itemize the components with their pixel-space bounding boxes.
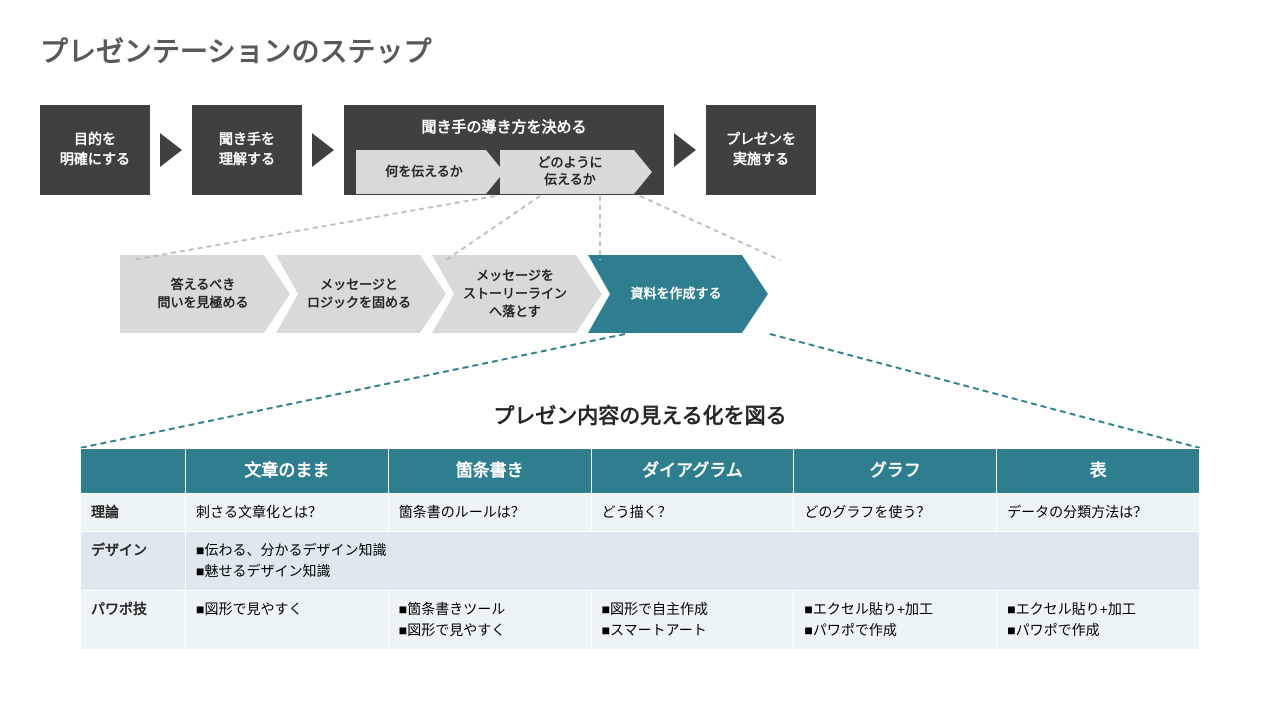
arrow-icon (674, 133, 696, 167)
cell: ■エクセル貼り+加工■パワポで作成 (794, 590, 997, 649)
mid-step-d: 資料を作成する (588, 255, 768, 333)
step-1: 目的を明確にする (40, 105, 150, 195)
cell: 箇条書のルールは？ (388, 493, 591, 531)
cell: ■箇条書きツール■図形で見やすく (388, 590, 591, 649)
col-h-3: ダイアグラム (591, 449, 794, 494)
table-row: パワポ技 ■図形で見やすく ■箇条書きツール■図形で見やすく ■図形で自主作成■… (81, 590, 1200, 649)
table-row: デザイン ■伝わる、分かるデザイン知識■魅せるデザイン知識 (81, 531, 1200, 590)
table-row: 理論 刺さる文章化とは？ 箇条書のルールは？ どう描く？ どのグラフを使う？ デ… (81, 493, 1200, 531)
step-4: プレゼンを実施する (706, 105, 816, 195)
col-h-1: 文章のまま (186, 449, 389, 494)
step-3b: どのように伝えるか (500, 150, 652, 194)
step-3: 聞き手の導き方を決める 何を伝えるか どのように伝えるか (344, 105, 664, 195)
col-h-5: 表 (997, 449, 1200, 494)
arrow-icon (312, 133, 334, 167)
col-h-2: 箇条書き (388, 449, 591, 494)
mid-flow: 答えるべき問いを見極める メッセージとロジックを固める メッセージをストーリーラ… (120, 255, 768, 333)
cell-merged: ■伝わる、分かるデザイン知識■魅せるデザイン知識 (186, 531, 1200, 590)
row-h-1: デザイン (81, 531, 186, 590)
mid-step-b: メッセージとロジックを固める (276, 255, 446, 333)
table-header-row: 文章のまま 箇条書き ダイアグラム グラフ 表 (81, 449, 1200, 494)
step-2: 聞き手を理解する (192, 105, 302, 195)
row-h-2: パワポ技 (81, 590, 186, 649)
arrow-icon (160, 133, 182, 167)
mid-step-c: メッセージをストーリーラインへ落とす (432, 255, 602, 333)
cell: 刺さる文章化とは？ (186, 493, 389, 531)
cell: データの分類方法は？ (997, 493, 1200, 531)
cell: ■図形で自主作成■スマートアート (591, 590, 794, 649)
cell: ■図形で見やすく (186, 590, 389, 649)
row-h-0: 理論 (81, 493, 186, 531)
table-title: プレゼン内容の見える化を図る (0, 400, 1280, 430)
col-h-0 (81, 449, 186, 494)
page-title: プレゼンテーションのステップ (40, 30, 431, 70)
mid-step-a: 答えるべき問いを見極める (120, 255, 290, 333)
step-3-label: 聞き手の導き方を決める (421, 117, 586, 138)
visualization-table: 文章のまま 箇条書き ダイアグラム グラフ 表 理論 刺さる文章化とは？ 箇条書… (80, 448, 1200, 650)
cell: ■エクセル貼り+加工■パワポで作成 (997, 590, 1200, 649)
cell: どのグラフを使う？ (794, 493, 997, 531)
cell: どう描く？ (591, 493, 794, 531)
step-3a: 何を伝えるか (356, 150, 504, 194)
col-h-4: グラフ (794, 449, 997, 494)
top-flow: 目的を明確にする 聞き手を理解する 聞き手の導き方を決める 何を伝えるか どのよ… (40, 105, 816, 195)
